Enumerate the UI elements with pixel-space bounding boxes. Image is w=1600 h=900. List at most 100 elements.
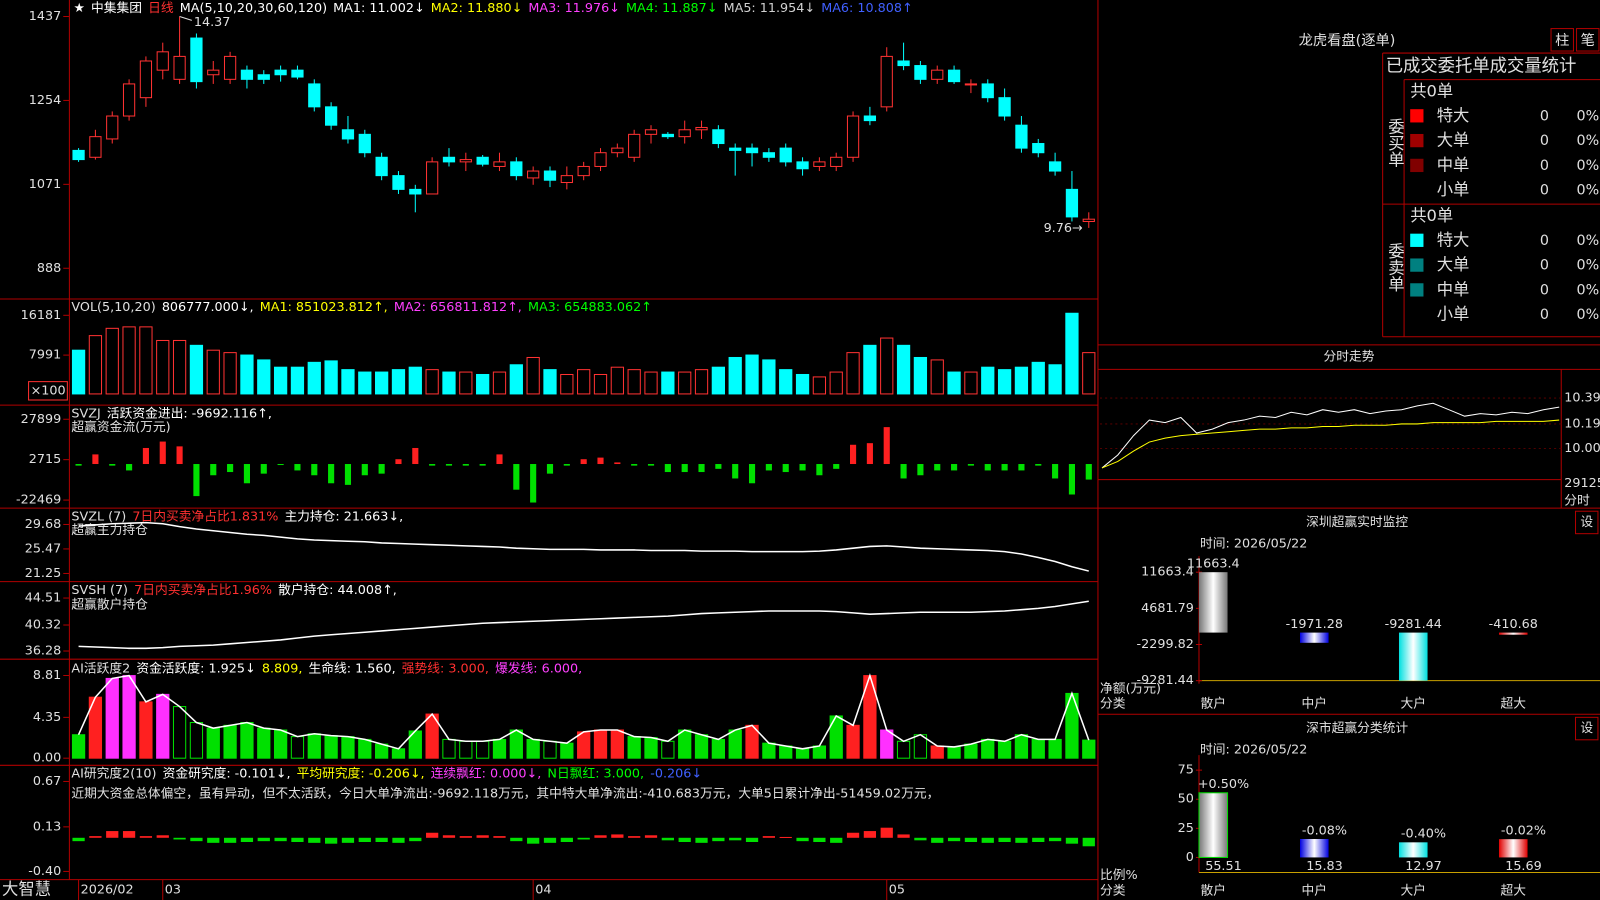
flow-bar [243,464,250,484]
research-bar [190,837,203,842]
y-tick-label: -0.40 [28,864,61,879]
header-item: 7日内买卖净占比1.831% [132,508,278,524]
research-bar [122,831,136,838]
volume-unit: ×100 [31,383,66,398]
volume-bar [745,354,759,395]
research-bar [729,837,742,841]
flow-bar [647,464,655,466]
flow-bar [445,464,453,466]
volume-bar [644,371,658,395]
candle-body [678,129,691,138]
row-pct: 0% [1577,183,1600,199]
button[interactable]: 柱 [1555,32,1569,49]
activity-bar [694,734,709,759]
price-line [1101,402,1560,469]
research-bar [644,835,658,838]
button[interactable]: 设 [1580,515,1593,530]
subtitle: 超赢主力持仓 [71,522,148,538]
activity-bar [290,736,305,759]
y-tick-label: 16181 [21,308,62,323]
row-count: 0 [1540,183,1549,199]
button[interactable]: 笔 [1581,32,1595,49]
research-bar [695,837,708,843]
flow-bar [513,464,520,490]
high-label: 14.37 [194,15,231,30]
research-bar [72,837,85,842]
candle-body [779,147,792,163]
row-name: 大单 [1437,131,1470,150]
header-item: 强势线: 3.000, [402,660,489,676]
research-bar [392,837,405,843]
activity-bar [779,745,793,759]
candle-body [89,136,102,158]
subtitle: 超赢散户持仓 [71,597,148,613]
research-bar [240,837,254,842]
volume-bar [257,359,271,395]
candle-body [190,37,203,83]
flow-bar [361,464,368,476]
research-bar [762,836,775,838]
volume-bar [997,369,1012,395]
activity-bar [560,742,574,759]
header-item: MA1: 851023.812↑, [260,300,388,315]
candle-body [611,147,624,154]
candle-body [459,159,472,163]
high-pointer [179,16,192,21]
unit-box [28,381,68,401]
header-item: 平均研究度: -0.206↓, [297,765,425,781]
header-item: 中集集团 [91,0,142,16]
flow-bar [260,464,267,474]
row-name: 特大 [1437,106,1470,125]
row-swatch [1410,258,1424,272]
header-item: 连续飘红: 0.000↓, [431,765,542,781]
header: AI研究度2(10) 资金研究度: -0.101↓, 平均研究度: -0.206↓,… [71,765,702,781]
research-bar [291,837,304,842]
candle-body [240,69,254,80]
header-item: 生命线: 1.560, [309,660,396,676]
candle-body [813,161,826,167]
volume-bar [1014,366,1029,395]
candle-body [846,115,860,158]
candle-body [560,175,573,184]
category-label: 中户 [1302,882,1328,898]
research-bar [476,835,489,838]
row-swatch [1410,233,1424,247]
button[interactable]: 设 [1580,721,1593,736]
candle-body [964,83,978,86]
research-bar [341,837,355,843]
flow-bar [412,447,419,465]
research-bar [409,837,422,842]
flow-bar [580,459,587,465]
flow-bar [142,447,149,465]
volume-bar [896,344,911,395]
header-item: 806777.000↓, [162,300,254,315]
header-item: MA6: 10.808↑ [821,1,912,16]
research-bar [914,837,927,841]
table-title: 已成交委托单成交量统计 [1386,56,1577,76]
flow-bar [395,459,402,465]
flow-bar [311,464,318,476]
volume-bar [492,371,507,395]
candle-body [577,165,590,177]
candle-body [796,161,809,170]
volume-bar [526,356,540,395]
candle-body [72,149,85,161]
activity-bar [593,729,608,759]
activity-bar [728,729,742,759]
candle-body [880,55,893,108]
bar [1300,632,1329,643]
candle-body [493,161,506,167]
research-bar [813,837,826,842]
header-item: 主力持仓: 21.663↓, [284,509,403,524]
y-tick-label: 75 [1178,763,1194,778]
row-swatch [1410,133,1424,148]
volume-bar [324,360,338,395]
row-name: 小单 [1437,305,1470,324]
candle-body [341,129,355,140]
volume-bar [560,373,574,395]
button-frame [1575,510,1599,535]
header-item: 散户持仓: 44.008↑, [278,581,397,597]
research-bar [257,837,270,842]
